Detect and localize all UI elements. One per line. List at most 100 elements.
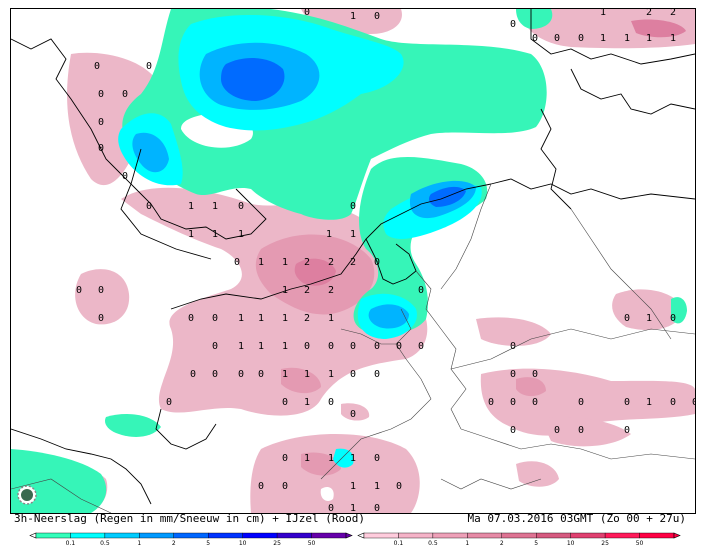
precip-label: 0	[374, 11, 380, 22]
precip-label: 0	[578, 397, 584, 408]
precip-label: 0	[328, 341, 334, 352]
precip-label: 0	[328, 503, 334, 513]
precip-label: 0	[374, 369, 380, 380]
coast-uk	[11, 38, 267, 240]
precip-label: 0	[328, 397, 334, 408]
coast-biscay	[11, 428, 152, 505]
precip-label: 0	[258, 369, 264, 380]
precip-label: 1	[328, 313, 334, 324]
precip-label: 2	[670, 9, 676, 18]
precip-label: 1	[282, 341, 288, 352]
precip-label: 1	[282, 285, 288, 296]
pink-field-south	[250, 434, 420, 513]
ice-legend-bar: 0.1 0.5 1 2 5 10 25 50	[357, 532, 681, 546]
precip-label: 1	[258, 313, 264, 324]
precip-label: 1	[238, 341, 244, 352]
precip-label: 1	[350, 11, 356, 22]
precip-label: 1	[258, 341, 264, 352]
precip-label: 0	[532, 397, 538, 408]
rain-legend-tick: 5	[206, 540, 210, 546]
ice-legend-swatch	[570, 532, 606, 539]
precip-label: 0	[532, 33, 538, 44]
precip-label: 1	[282, 313, 288, 324]
rain-fields	[11, 9, 687, 513]
precip-label: 1	[188, 201, 194, 212]
precip-label: 0	[258, 481, 264, 492]
ice-legend-swatch	[639, 532, 675, 539]
precip-label: 0	[374, 341, 380, 352]
precip-label: 0	[98, 89, 104, 100]
precip-label: 0	[510, 397, 516, 408]
precip-label: 1	[350, 481, 356, 492]
precip-label: 0	[212, 369, 218, 380]
pink-field-east2	[612, 289, 683, 330]
border-germany-nl	[440, 183, 492, 290]
rain-blue-lowlands	[428, 186, 466, 207]
coast-continent	[170, 183, 492, 310]
rain-legend-bar: 0.1 0.5 1 2 5 10 25 50	[29, 532, 353, 546]
rain-legend-tick: 2	[172, 540, 176, 546]
precip-label: 1	[350, 229, 356, 240]
precip-label: 0	[692, 397, 695, 408]
precip-label: 2	[350, 257, 356, 268]
precip-label: 1	[328, 453, 334, 464]
gap-alps	[320, 487, 334, 501]
precip-label: 0	[418, 341, 424, 352]
rain-sky-south	[368, 304, 409, 329]
rain-sky-coast	[132, 132, 169, 173]
precip-label: 0	[188, 313, 194, 324]
rain-legend-start-arrow	[29, 532, 37, 539]
pink-mid-south	[281, 367, 321, 394]
rain-legend-swatch	[242, 532, 278, 539]
precip-label: 0	[122, 89, 128, 100]
precip-label: 0	[350, 341, 356, 352]
precip-label: 0	[190, 369, 196, 380]
precip-label: 0	[76, 285, 82, 296]
precip-label: 2	[328, 257, 334, 268]
border-belgium	[395, 308, 412, 360]
logo-icon	[17, 485, 37, 505]
coastlines	[11, 9, 695, 505]
precip-label: 1	[646, 313, 652, 324]
precip-label: 2	[304, 257, 310, 268]
precip-label: 2	[646, 9, 652, 18]
ice-legend-tick: 50	[636, 540, 644, 546]
precip-label: 1	[282, 257, 288, 268]
coast-channel	[120, 148, 212, 260]
precip-label: 0	[624, 397, 630, 408]
precip-label: 0	[350, 409, 356, 420]
caption-date: Ma 07.03.2016 03GMT (Zo 00 + 27u)	[467, 512, 686, 525]
precip-label: 0	[146, 201, 152, 212]
precip-label: 0	[374, 453, 380, 464]
precip-label: 1	[600, 9, 606, 18]
precip-amount-labels: 0 0 0 0 0 0 0 0 1 1 0 0 1 1 1 1 1 0 1 1 2 2 2 0 0 0 1 2 2 0 0 0 0 1 1 1 2 1 0 1…	[76, 9, 695, 513]
precip-label: 1	[350, 453, 356, 464]
precip-label: 1	[212, 201, 218, 212]
precip-label: 0	[282, 397, 288, 408]
precip-label: 0	[94, 61, 100, 72]
precip-label: 0	[282, 481, 288, 492]
rain-aqua-east	[671, 297, 687, 324]
ice-legend-start-arrow	[357, 532, 365, 539]
precip-label: 0	[98, 117, 104, 128]
pink-field-west	[75, 269, 130, 325]
rain-legend-swatch	[35, 532, 71, 539]
precip-label: 0	[670, 313, 676, 324]
rain-aqua-ne	[516, 9, 553, 29]
rain-legend-tick: 50	[308, 540, 316, 546]
precip-label: 1	[304, 397, 310, 408]
precip-label: 2	[328, 285, 334, 296]
precip-label: 1	[304, 453, 310, 464]
precip-label: 0	[212, 313, 218, 324]
rain-legend-swatch	[311, 532, 347, 539]
precip-label: 0	[282, 453, 288, 464]
pink-field-southeast2	[541, 417, 631, 447]
pink-field-northeast	[521, 9, 695, 49]
precip-label: 0	[510, 425, 516, 436]
rain-legend-tick: 10	[239, 540, 247, 546]
pink-mid-south2	[301, 452, 341, 476]
precip-label: 1	[326, 229, 332, 240]
pink-mid-east	[516, 377, 546, 397]
coast-denmark	[540, 108, 572, 210]
map-canvas: 0 0 0 0 0 0 0 0 1 1 0 0 1 1 1 1 1 0 1 1 2 2 2 0 0 0 1 2 2 0 0 0 0 1 1 1 2 1 0 1…	[11, 9, 695, 513]
